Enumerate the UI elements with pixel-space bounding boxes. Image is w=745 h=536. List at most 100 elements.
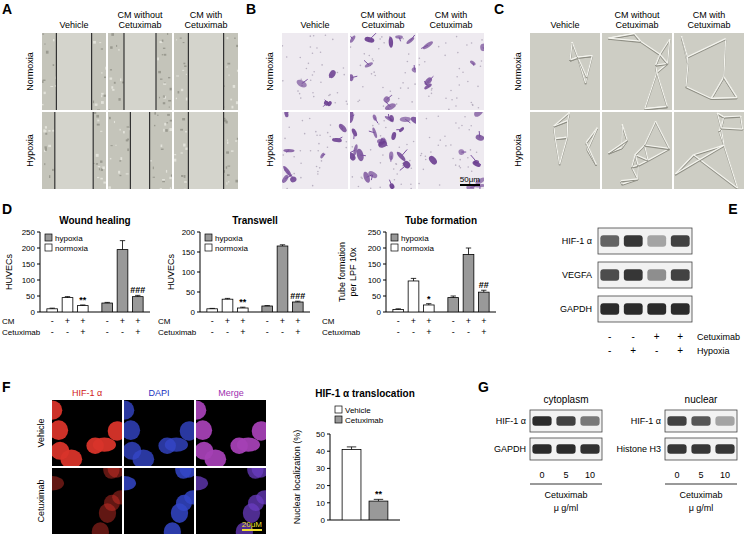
condition-value: + — [225, 316, 230, 326]
tube — [724, 115, 741, 117]
tube-shadow — [687, 58, 689, 65]
column-header: CM without — [117, 10, 163, 20]
pore — [379, 187, 381, 189]
nucleus — [196, 401, 206, 420]
pore — [297, 90, 299, 92]
image-bg — [602, 33, 672, 110]
pore — [472, 104, 474, 106]
bar — [369, 501, 388, 520]
condition-value: - — [211, 327, 214, 337]
tube-shadow — [554, 122, 568, 127]
texture — [170, 120, 172, 122]
cell — [378, 136, 387, 147]
wound-edge — [223, 33, 224, 110]
pore — [372, 125, 374, 127]
cell-process — [390, 36, 391, 42]
cell-process — [286, 151, 289, 153]
condition-value: + — [120, 316, 125, 326]
error-bar — [265, 305, 270, 306]
condition-value: - — [51, 316, 54, 326]
texture — [172, 189, 173, 190]
tube-shadow — [635, 146, 644, 156]
significance: * — [427, 294, 431, 304]
condition-value: - — [51, 327, 54, 337]
pore — [357, 101, 359, 103]
axis-label: HUVECs — [166, 254, 176, 291]
pore — [362, 86, 364, 88]
tube-shadow — [711, 98, 737, 100]
row-header: Normoxia — [25, 52, 35, 91]
pore — [461, 125, 463, 127]
condition-value: + — [135, 316, 140, 326]
image — [174, 33, 238, 110]
tick-label: 50 — [316, 430, 325, 439]
tick — [37, 232, 40, 233]
image — [42, 33, 106, 110]
texture — [163, 48, 165, 49]
nucleus — [252, 421, 266, 441]
texture — [161, 144, 163, 147]
pore — [471, 42, 473, 44]
nucleus — [124, 476, 136, 490]
tube-shadow — [635, 156, 638, 167]
cell-process — [364, 60, 369, 65]
row-header: Hypoxia — [513, 134, 523, 167]
tick — [37, 296, 40, 297]
pore — [380, 135, 382, 137]
pore — [334, 102, 336, 104]
texture — [163, 129, 164, 132]
cell-process — [405, 119, 410, 123]
pore — [468, 129, 470, 131]
condition-label: Cetuximab — [697, 332, 740, 342]
texture — [94, 112, 96, 114]
tube-shadow — [587, 57, 593, 79]
texture — [183, 63, 185, 65]
pore — [317, 150, 319, 152]
pore — [398, 146, 400, 148]
tick — [197, 292, 200, 293]
tube — [687, 57, 689, 64]
texture — [162, 179, 165, 181]
tube-shadow — [682, 37, 688, 58]
band — [624, 303, 643, 314]
bar — [342, 449, 361, 520]
texture — [101, 72, 102, 73]
pore — [402, 38, 404, 40]
wound-gap — [56, 33, 91, 110]
wound-edge — [54, 112, 55, 189]
legend-swatch — [391, 244, 398, 251]
cell — [400, 116, 411, 122]
cell-process — [337, 137, 342, 140]
cell-process — [430, 159, 433, 160]
column-header: Vehicle — [59, 20, 88, 30]
image-bg — [108, 33, 172, 110]
tick — [327, 520, 330, 521]
texture — [184, 175, 186, 178]
cell-process — [286, 113, 288, 115]
pore — [327, 146, 329, 148]
chart-title: Transwell — [232, 215, 278, 226]
pore — [327, 132, 329, 134]
condition-value: + — [80, 327, 85, 337]
dose-label: 0 — [539, 470, 544, 480]
tube-shadow — [554, 127, 555, 140]
texture — [174, 154, 176, 155]
image — [124, 468, 194, 534]
texture — [153, 167, 154, 170]
texture — [167, 33, 168, 35]
tick — [37, 280, 40, 281]
pore — [337, 92, 339, 94]
pore — [439, 184, 441, 186]
dose-bracket — [665, 484, 737, 485]
tick-label: 0 — [31, 308, 36, 317]
pore — [464, 116, 466, 118]
texture — [118, 98, 120, 101]
texture — [97, 177, 99, 178]
pore — [293, 173, 295, 175]
tick — [327, 468, 330, 469]
blot-title: cytoplasm — [543, 394, 588, 405]
cell — [372, 127, 378, 139]
nucleus — [175, 468, 191, 479]
pore — [302, 120, 304, 122]
dose-title: Cetuximab — [679, 490, 722, 500]
